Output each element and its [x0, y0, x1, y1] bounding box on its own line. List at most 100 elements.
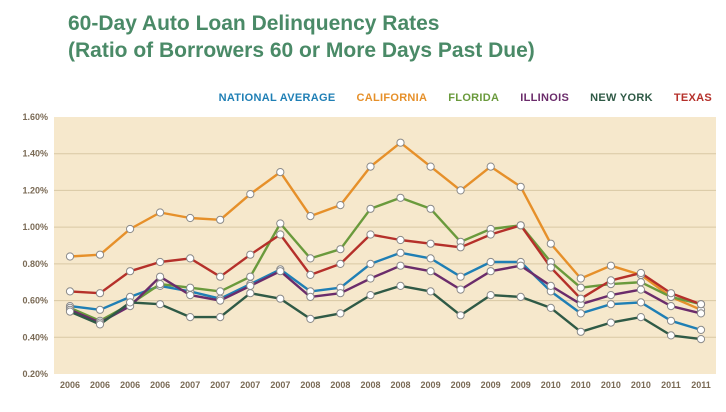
- data-point: [126, 298, 135, 307]
- data-point: [186, 283, 195, 292]
- data-point: [156, 280, 165, 289]
- y-tick-label: 1.40%: [22, 149, 48, 159]
- data-point: [336, 201, 345, 210]
- data-point: [666, 302, 676, 311]
- chart-title-line: 60-Day Auto Loan Delinquency Rates: [68, 12, 440, 35]
- data-point: [366, 291, 375, 300]
- y-tick-label: 0.40%: [22, 332, 48, 342]
- data-point: [276, 294, 285, 303]
- x-tick-label: 2010: [631, 380, 651, 390]
- x-tick-label: 2009: [421, 380, 441, 390]
- data-point: [396, 261, 405, 270]
- data-point: [606, 318, 616, 327]
- data-point: [696, 309, 706, 318]
- legend-entry: ILLINOIS: [520, 92, 570, 104]
- data-point: [576, 309, 585, 318]
- y-tick-label: 0.80%: [22, 259, 48, 269]
- x-tick-label: 2010: [601, 380, 621, 390]
- data-point: [576, 283, 585, 292]
- data-point: [186, 254, 195, 263]
- data-point: [696, 335, 706, 344]
- data-point: [216, 296, 225, 305]
- legend-entry: FLORIDA: [448, 92, 500, 104]
- data-point: [666, 289, 676, 298]
- chart-subtitle: (Ratio of Borrowers 60 or More Days Past…: [68, 39, 535, 62]
- data-point: [486, 257, 495, 267]
- series-line-1: [69, 141, 702, 311]
- y-tick-label: 0.20%: [22, 369, 48, 379]
- x-tick-label: 2007: [240, 380, 260, 390]
- data-point: [546, 263, 555, 272]
- data-point: [486, 162, 495, 171]
- data-point: [276, 267, 285, 276]
- data-point: [95, 250, 105, 259]
- data-point: [516, 292, 525, 301]
- data-point: [336, 245, 345, 254]
- data-point: [95, 305, 105, 314]
- data-point: [486, 230, 495, 239]
- data-point: [366, 204, 375, 213]
- x-tick-label: 2008: [360, 380, 380, 390]
- data-point: [516, 182, 525, 191]
- data-point: [696, 300, 706, 309]
- data-point: [246, 289, 255, 298]
- data-point: [636, 278, 646, 287]
- data-point: [486, 267, 495, 276]
- data-point: [426, 267, 435, 276]
- data-point: [216, 287, 225, 296]
- data-point: [65, 287, 75, 296]
- data-point: [246, 250, 255, 259]
- data-point: [396, 281, 405, 290]
- data-point: [156, 272, 165, 281]
- data-point: [426, 239, 435, 248]
- x-tick-label: 2010: [541, 380, 561, 390]
- data-point: [516, 221, 525, 230]
- y-tick-label: 1.60%: [22, 112, 48, 122]
- x-tick-label: 2006: [90, 380, 110, 390]
- data-point: [366, 274, 375, 283]
- x-tick-label: 2009: [451, 380, 471, 390]
- x-tick-label: 2009: [481, 380, 501, 390]
- data-point: [246, 272, 255, 281]
- data-point: [306, 270, 315, 279]
- data-point: [126, 224, 135, 234]
- legend-entry: NEW YORK: [590, 92, 653, 104]
- x-tick-label: 2008: [300, 380, 320, 390]
- data-point: [696, 325, 706, 334]
- data-point: [65, 252, 75, 261]
- data-point: [636, 298, 646, 307]
- x-tick-label: 2007: [210, 380, 230, 390]
- data-point: [666, 331, 676, 340]
- x-tick-label: 2009: [511, 380, 531, 390]
- data-point: [516, 261, 525, 270]
- data-point: [336, 259, 345, 268]
- data-point: [396, 235, 405, 245]
- data-point: [65, 307, 75, 316]
- data-point: [546, 303, 555, 312]
- data-point: [426, 162, 435, 171]
- data-point: [276, 168, 285, 177]
- data-point: [456, 311, 465, 320]
- y-tick-label: 0.60%: [22, 296, 48, 306]
- data-point: [156, 208, 165, 217]
- data-point: [126, 267, 135, 276]
- x-tick-label: 2007: [270, 380, 290, 390]
- data-point: [276, 219, 285, 228]
- data-point: [486, 291, 495, 300]
- data-point: [666, 316, 676, 325]
- data-point: [216, 215, 225, 224]
- data-point: [456, 186, 465, 195]
- data-point: [306, 314, 315, 323]
- data-point: [636, 313, 646, 322]
- data-point: [306, 212, 315, 221]
- data-point: [246, 190, 255, 199]
- series-line-5: [69, 224, 702, 306]
- data-point: [456, 243, 465, 252]
- legend-entry: TEXAS: [673, 92, 712, 104]
- y-tick-label: 1.20%: [22, 185, 48, 195]
- legend-entry: NATIONAL AVERAGE: [218, 92, 336, 104]
- chart-title: 60-Day Auto Loan Delinquency Rates (Rati…: [68, 10, 535, 64]
- data-point: [636, 285, 646, 294]
- data-point: [546, 281, 555, 290]
- series-line-3: [69, 264, 702, 324]
